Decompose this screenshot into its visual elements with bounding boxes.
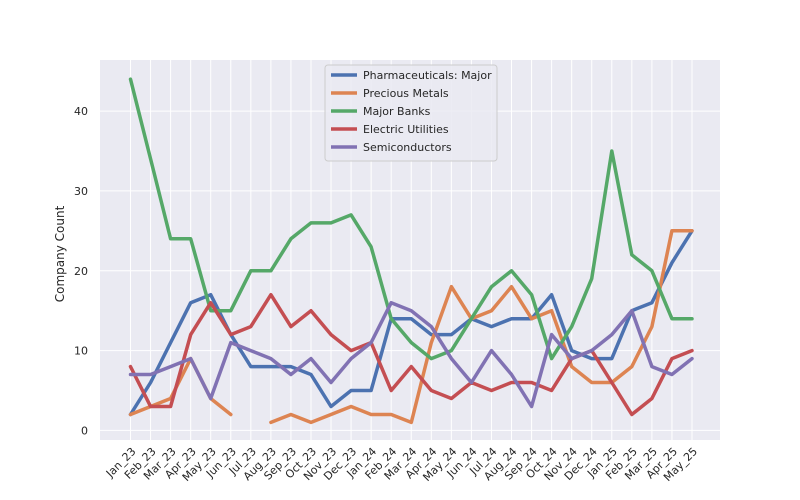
y-axis-label: Company Count [53,205,67,302]
legend: Pharmaceuticals: Major Precious Metals Maj… [324,64,498,162]
y-tick-label: 40 [74,105,88,118]
series-line-3 [128,292,694,417]
x-axis: Jan_23Feb_23Mar_23Apr_23May_23Jun_23Jul_… [103,445,700,484]
y-tick-label: 30 [74,185,88,198]
series-line-1 [128,229,694,425]
legend-label-4: Semiconductors [363,141,452,154]
grid-lines [100,60,720,440]
legend-box [324,64,498,162]
series-lines [128,77,694,425]
series-line-4 [128,300,694,409]
series-line-2 [128,77,694,361]
legend-label-1: Precious Metals [363,87,449,100]
legend-label-0: Pharmaceuticals: Major [363,69,492,82]
legend-label-2: Major Banks [363,105,431,118]
y-tick-label: 10 [74,345,88,358]
legend-label-3: Electric Utilities [363,123,449,136]
y-tick-label: 0 [81,424,88,437]
y-axis: 0 10 20 30 40 [74,105,88,437]
y-tick-label: 20 [74,265,88,278]
